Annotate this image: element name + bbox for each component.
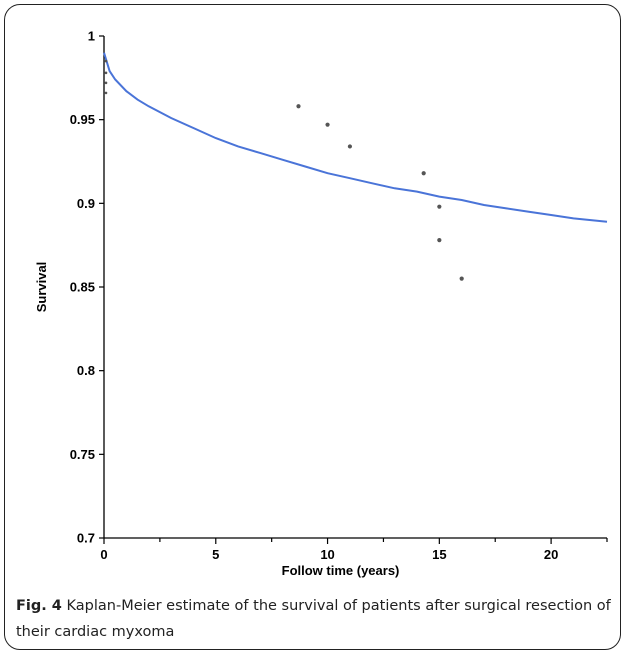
survival-chart: 0.7 0.75 0.8 0.85 0.9 0.95 1 0 5 10 15 20 Follow t… [34,29,608,578]
censor-mark [104,71,108,75]
censor-mark [104,59,108,63]
x-tick-label: 5 [212,547,219,562]
censor-mark [104,91,108,95]
survival-curve [103,52,608,223]
caption-text: Kaplan-Meier estimate of the survival of… [16,598,611,640]
censor-mark [104,81,108,85]
y-tick-label: 0.95 [70,112,95,127]
censor-mark [437,238,442,243]
censor-mark [459,276,464,281]
censor-mark [437,204,442,209]
x-tick-label: 15 [432,547,446,562]
y-tick-label: 0.9 [77,196,95,211]
figure-label: Fig. 4 [16,598,62,614]
censor-mark [296,104,301,109]
y-tick-label: 0.8 [77,363,95,378]
y-axis-title: Survival [34,262,49,313]
x-tick-label: 20 [544,547,558,562]
y-tick-label: 1 [88,29,95,44]
y-tick-label: 0.75 [70,447,95,462]
censor-mark [325,122,330,127]
x-axis-ticks: 0 5 10 15 20 [100,538,608,562]
x-tick-label: 10 [320,547,334,562]
y-tick-label: 0.7 [77,531,95,546]
censor-mark [347,144,353,149]
x-tick-label: 0 [100,547,107,562]
y-axis-ticks: 0.7 0.75 0.8 0.85 0.9 0.95 1 [70,29,104,546]
x-axis-title: Follow time (years) [282,563,400,578]
censor-mark [421,171,426,176]
figure-caption: Fig. 4 Kaplan-Meier estimate of the surv… [16,593,616,645]
figure-frame [4,4,621,650]
y-tick-label: 0.85 [70,280,95,295]
censored-observations [104,59,464,281]
